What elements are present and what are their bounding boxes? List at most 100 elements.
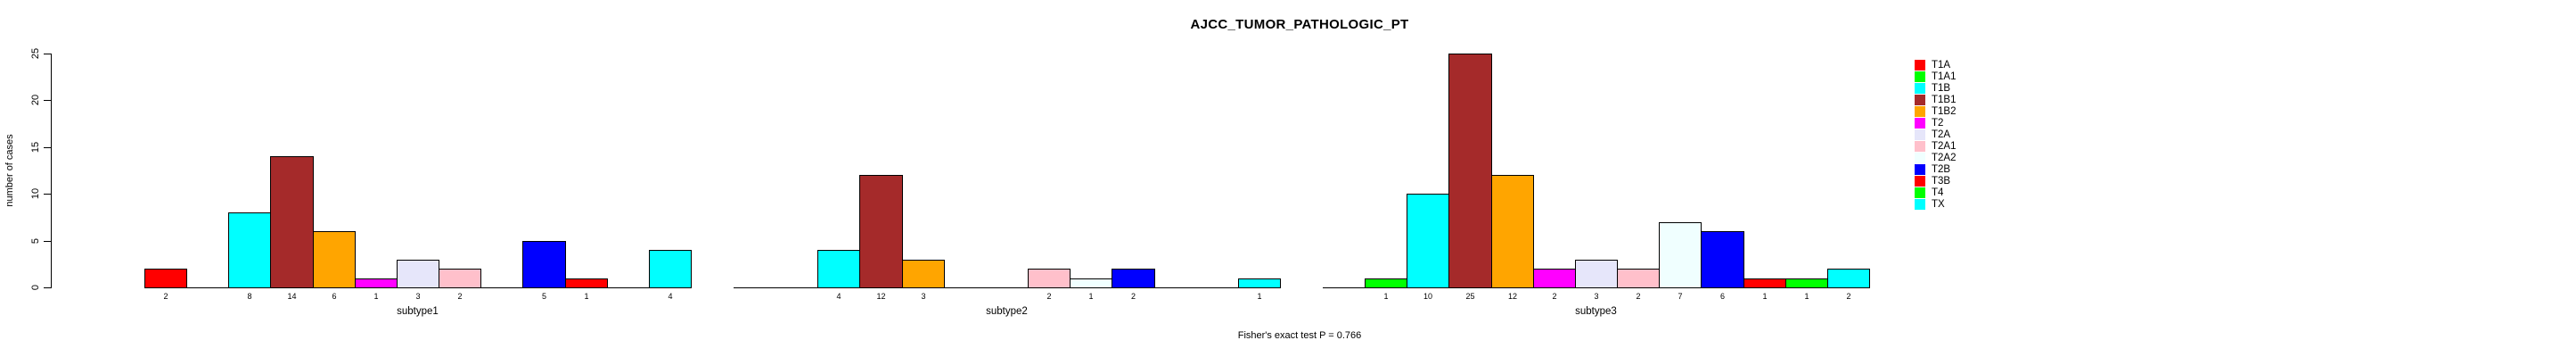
chart-title: AJCC_TUMOR_PATHOLOGIC_PT (1190, 17, 1409, 32)
bar (313, 231, 356, 288)
bar (1407, 194, 1449, 288)
legend-item: T2A1 (1915, 140, 1957, 152)
legend-item: T1A (1915, 59, 1950, 71)
bar (859, 175, 903, 288)
bar-value-label: 1 (1257, 292, 1262, 301)
bar-value-label: 2 (1846, 292, 1851, 301)
bar (1827, 269, 1870, 288)
legend-item: TX (1915, 199, 1945, 211)
y-tick (44, 194, 51, 195)
bar-value-label: 1 (1088, 292, 1094, 301)
bar-value-label: 2 (1636, 292, 1641, 301)
legend-label: T2A1 (1932, 140, 1957, 152)
bar-value-label: 2 (1130, 292, 1136, 301)
legend-label: TX (1932, 199, 1945, 211)
y-tick-label: 0 (30, 284, 41, 291)
y-axis-title: number of cases (4, 134, 15, 207)
bar-value-label: 4 (836, 292, 841, 301)
legend-label: T4 (1932, 187, 1944, 199)
bar-value-label: 7 (1678, 292, 1683, 301)
bar (355, 278, 398, 288)
bar-value-label: 2 (457, 292, 463, 301)
legend-label: T2A (1932, 129, 1951, 140)
bar (565, 278, 608, 288)
bar (1659, 222, 1702, 288)
legend-item: T2 (1915, 117, 1943, 129)
bar-value-label: 5 (541, 292, 546, 301)
legend-swatch (1915, 117, 1925, 129)
bar (1365, 278, 1407, 288)
legend-swatch (1915, 59, 1925, 71)
legend-swatch (1915, 176, 1925, 187)
legend-swatch (1915, 94, 1925, 105)
bar-value-label: 10 (1423, 292, 1432, 301)
bar (1028, 269, 1071, 288)
bar-value-label: 2 (163, 292, 168, 301)
legend-item: T3B (1915, 176, 1950, 187)
y-tick-label: 20 (30, 94, 41, 106)
bar (1238, 278, 1281, 288)
legend-swatch (1915, 129, 1925, 140)
group-label: subtype2 (986, 306, 1028, 317)
bar-value-label: 1 (1804, 292, 1809, 301)
legend-label: T1A (1932, 59, 1951, 71)
legend-label: T2B (1932, 163, 1951, 175)
bar-value-label: 1 (1383, 292, 1389, 301)
legend-label: T1A1 (1932, 71, 1957, 82)
legend-swatch (1915, 199, 1925, 211)
bar-value-label: 6 (1719, 292, 1725, 301)
bar (228, 212, 271, 288)
legend-item: T2B (1915, 163, 1950, 175)
legend-item: T2A (1915, 129, 1950, 140)
legend-label: T2 (1932, 117, 1944, 129)
bar (1491, 175, 1534, 288)
y-tick-label: 25 (30, 47, 41, 60)
bar-value-label: 3 (1594, 292, 1599, 301)
bar (270, 156, 314, 288)
legend-item: T1B2 (1915, 105, 1957, 117)
group-label: subtype3 (1575, 306, 1617, 317)
group-label: subtype1 (397, 306, 439, 317)
bar (1070, 278, 1112, 288)
bar (397, 260, 439, 288)
bar-value-label: 14 (287, 292, 297, 301)
bar (1743, 278, 1786, 288)
bar (522, 241, 566, 288)
bar (902, 260, 945, 288)
bar (1701, 231, 1744, 288)
y-axis-line (51, 54, 52, 288)
y-tick (44, 100, 51, 101)
bar-value-label: 25 (1465, 292, 1475, 301)
bar-value-label: 1 (373, 292, 379, 301)
legend-swatch (1915, 187, 1925, 199)
bar-value-label: 6 (332, 292, 337, 301)
legend-label: T1B1 (1932, 94, 1957, 105)
bar (1448, 54, 1492, 288)
legend-swatch (1915, 140, 1925, 152)
bar-value-label: 1 (584, 292, 589, 301)
bar-value-label: 2 (1552, 292, 1557, 301)
legend-label: T3B (1932, 176, 1951, 187)
bar (1533, 269, 1576, 288)
y-tick-label: 10 (30, 187, 41, 200)
legend-swatch (1915, 163, 1925, 175)
bar-value-label: 1 (1762, 292, 1768, 301)
legend-item: T2A2 (1915, 152, 1957, 163)
bar (649, 250, 692, 288)
y-tick-label: 15 (30, 141, 41, 154)
bar (1785, 278, 1828, 288)
legend-swatch (1915, 152, 1925, 163)
y-tick (44, 241, 51, 242)
legend-label: T2A2 (1932, 152, 1957, 163)
bar (1575, 260, 1618, 288)
legend-label: T1B (1932, 82, 1951, 94)
legend-item: T4 (1915, 187, 1943, 199)
y-tick (44, 287, 51, 288)
bar-value-label: 8 (247, 292, 252, 301)
bar (144, 269, 187, 288)
legend-label: T1B2 (1932, 105, 1957, 117)
y-tick-label: 5 (30, 237, 41, 245)
y-tick (44, 147, 51, 148)
bar-value-label: 2 (1046, 292, 1052, 301)
